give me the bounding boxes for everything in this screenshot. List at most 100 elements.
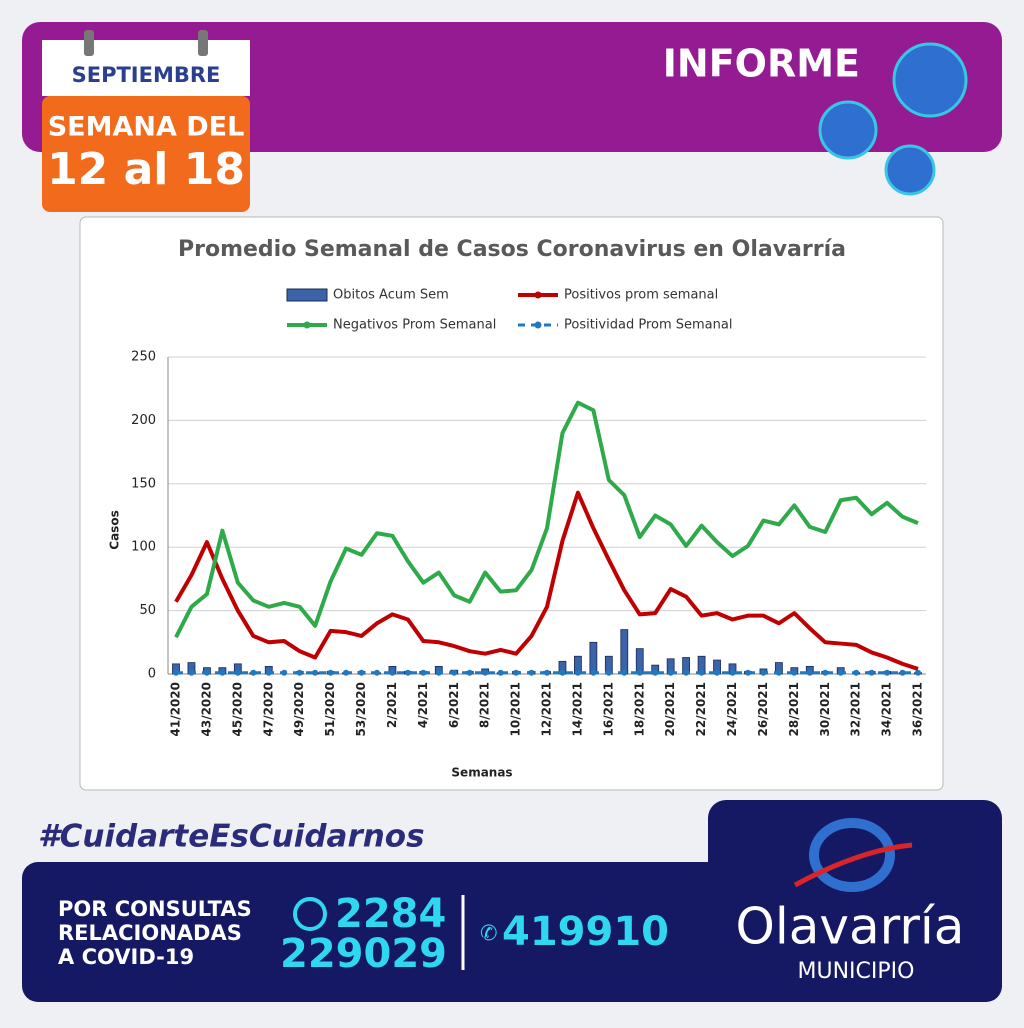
x-tick-label: 36/2021 — [911, 682, 925, 736]
header-band — [22, 22, 1002, 152]
point — [219, 669, 226, 676]
whatsapp-icon — [293, 897, 327, 931]
logo-panel — [708, 800, 1002, 1002]
brand-sub: MUNICIPIO — [798, 959, 915, 984]
x-tick-label: 10/2021 — [509, 682, 523, 736]
point — [281, 669, 288, 676]
x-tick-label: 12/2021 — [540, 682, 554, 736]
point — [915, 669, 921, 676]
point — [389, 669, 396, 676]
phone-number: 419910 — [502, 909, 669, 955]
bar — [620, 629, 629, 675]
y-tick-label: 250 — [131, 350, 156, 365]
point — [312, 669, 319, 676]
x-tick-label: 26/2021 — [756, 682, 770, 736]
bar — [589, 641, 598, 675]
x-tick-label: 4/2021 — [416, 682, 430, 728]
x-tick-label: 34/2021 — [880, 682, 894, 736]
x-tick-label: 22/2021 — [694, 682, 708, 736]
point — [729, 669, 736, 676]
point — [327, 669, 334, 676]
point — [373, 669, 380, 676]
week-label: SEMANA DEL — [48, 112, 245, 143]
point — [853, 669, 860, 676]
point — [234, 669, 241, 676]
point — [435, 669, 442, 676]
hashtag: #CuidarteEsCuidarnos — [38, 819, 425, 855]
x-tick-label: 32/2021 — [849, 682, 863, 736]
point — [714, 669, 721, 676]
point — [497, 669, 504, 676]
x-tick-label: 47/2020 — [261, 682, 275, 736]
x-tick-label: 30/2021 — [818, 682, 832, 736]
x-tick-label: 6/2021 — [447, 682, 461, 728]
logo-swoosh — [793, 842, 913, 888]
point — [605, 669, 612, 676]
point — [775, 669, 782, 676]
point — [528, 669, 535, 676]
legend-swatch — [303, 321, 311, 329]
legend-label: Obitos Acum Sem — [333, 288, 449, 303]
point — [358, 669, 365, 676]
point — [806, 669, 813, 676]
point — [203, 669, 210, 676]
point — [744, 669, 751, 676]
x-tick-label: 41/2020 — [169, 682, 183, 736]
week-range: 12 al 18 — [47, 144, 245, 195]
point — [868, 669, 875, 676]
y-tick-label: 0 — [148, 667, 156, 682]
calendar-body — [42, 96, 250, 212]
point — [404, 669, 411, 676]
legend-label: Negativos Prom Semanal — [333, 318, 496, 333]
point — [513, 669, 520, 676]
x-tick-label: 24/2021 — [725, 682, 739, 736]
point — [698, 669, 705, 676]
legend-label: Positividad Prom Semanal — [564, 318, 732, 333]
y-tick-label: 50 — [139, 603, 156, 618]
point — [590, 669, 597, 676]
whatsapp-number: 2284 — [335, 891, 446, 937]
point — [188, 669, 195, 676]
consult-line: A COVID-19 — [58, 945, 194, 969]
whatsapp-number: 229029 — [280, 931, 447, 977]
legend-label: Positivos prom semanal — [564, 288, 718, 303]
calendar-top — [42, 40, 250, 96]
logo-mark — [809, 818, 895, 892]
x-tick-label: 14/2021 — [570, 682, 584, 736]
line — [174, 490, 919, 671]
legend-swatch — [534, 321, 542, 329]
point — [837, 669, 844, 676]
point — [791, 669, 798, 676]
x-tick-label: 53/2020 — [354, 682, 368, 736]
point — [544, 669, 550, 676]
y-tick-label: 150 — [131, 476, 156, 491]
point — [621, 669, 628, 676]
point — [683, 669, 690, 676]
point — [296, 669, 303, 676]
point — [760, 669, 767, 676]
calendar-ring — [198, 30, 208, 56]
point — [636, 669, 643, 676]
point — [667, 669, 674, 676]
point — [420, 669, 427, 676]
x-axis-label: Semanas — [451, 766, 512, 780]
point — [822, 669, 829, 676]
x-tick-label: 16/2021 — [601, 682, 615, 736]
point — [466, 669, 473, 676]
x-tick-label: 49/2020 — [292, 682, 306, 736]
x-tick-label: 51/2020 — [323, 682, 337, 736]
x-tick-label: 28/2021 — [787, 682, 801, 736]
y-axis-label: Casos — [108, 510, 122, 549]
chart-title: Promedio Semanal de Casos Coronavirus en… — [178, 237, 846, 262]
point — [899, 669, 906, 676]
consult-line: POR CONSULTAS — [58, 897, 252, 921]
point — [482, 669, 489, 676]
point — [250, 669, 257, 676]
point — [173, 669, 179, 676]
legend-swatch — [286, 288, 328, 302]
point — [884, 669, 891, 676]
x-tick-label: 2/2021 — [385, 682, 399, 728]
brand: Olavarría — [736, 898, 965, 956]
header-title: INFORME — [663, 42, 860, 86]
